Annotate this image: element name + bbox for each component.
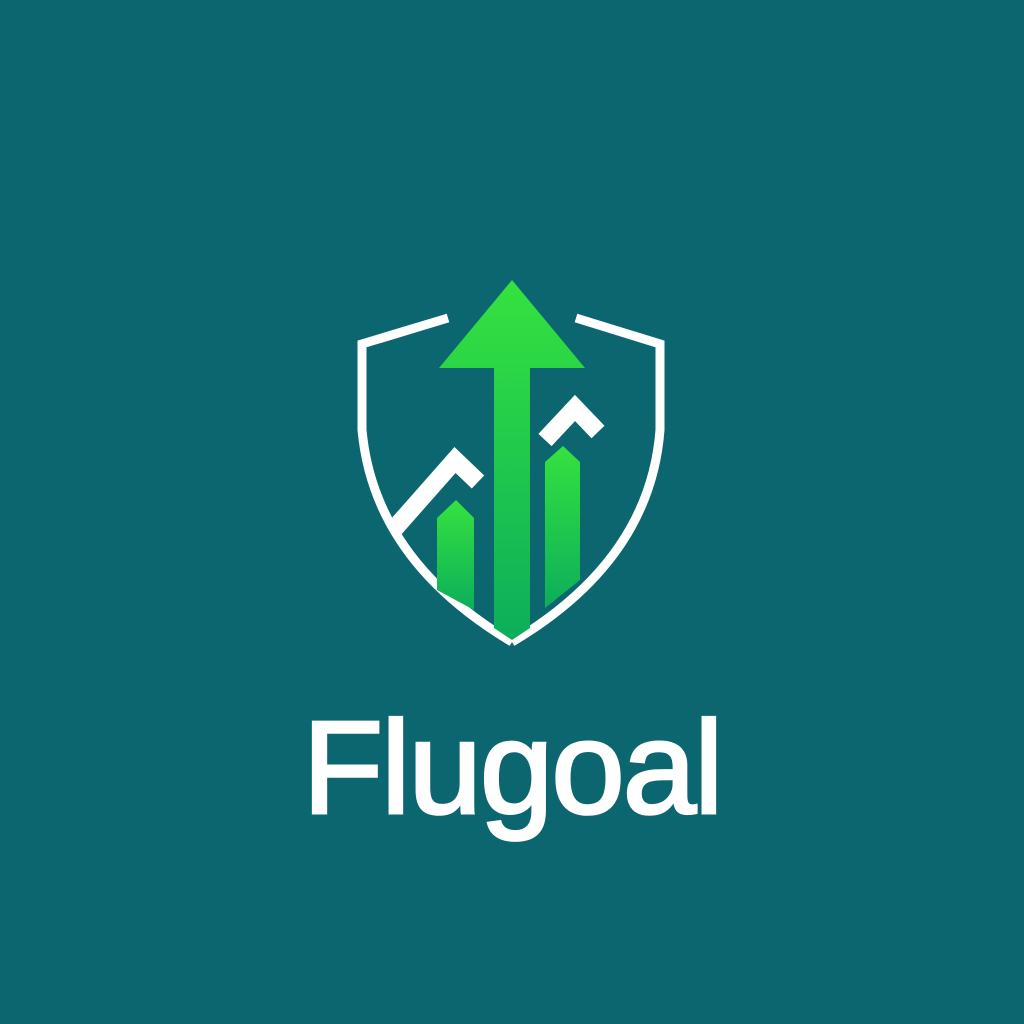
growth-bar-left xyxy=(437,500,474,610)
shield-right-outline xyxy=(509,313,665,646)
brand-name: Flugoal xyxy=(301,693,725,843)
shield-growth-arrow-icon xyxy=(357,280,665,646)
growth-zigzag-line xyxy=(388,447,485,534)
growth-chevron-right xyxy=(538,394,605,447)
brand-wordmark: Flugoal xyxy=(0,688,1024,848)
growth-bar-right xyxy=(545,446,580,608)
growth-arrow-main xyxy=(439,280,585,640)
shield-left-outline xyxy=(357,313,515,646)
